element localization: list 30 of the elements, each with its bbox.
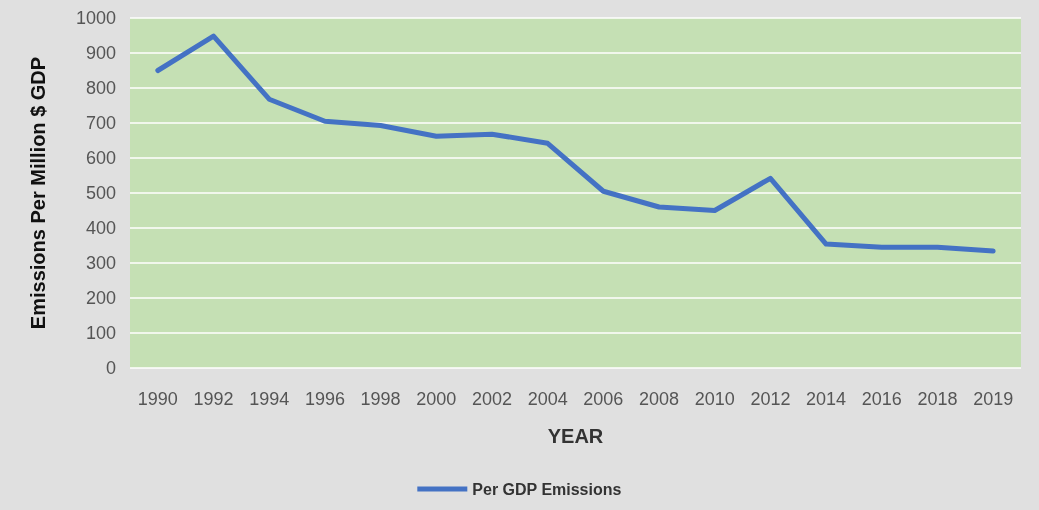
y-tick-label: 500 [85, 183, 116, 203]
x-tick-label: 1996 [304, 389, 345, 409]
x-tick-label: 2010 [694, 389, 735, 409]
legend-label: Per GDP Emissions [472, 480, 622, 498]
x-tick-label: 1998 [360, 389, 401, 409]
y-tick-label: 0 [105, 358, 116, 378]
y-tick-label: 800 [85, 78, 116, 98]
y-tick-label: 900 [85, 43, 116, 63]
y-axis-title: Emissions Per Million $ GDP [27, 56, 49, 330]
y-tick-label: 100 [85, 323, 116, 343]
y-tick-label: 300 [85, 253, 116, 273]
y-tick-label: 200 [85, 288, 116, 308]
x-tick-label: 2004 [527, 389, 568, 409]
x-tick-label: 2018 [917, 389, 958, 409]
y-tick-label: 400 [85, 218, 116, 238]
y-tick-label: 1000 [75, 8, 116, 28]
x-tick-label: 2008 [639, 389, 680, 409]
y-tick-label: 700 [85, 113, 116, 133]
x-tick-label: 2016 [861, 389, 902, 409]
x-axis-title: YEAR [547, 425, 604, 447]
x-tick-label: 1990 [137, 389, 178, 409]
y-tick-label: 600 [85, 148, 116, 168]
x-tick-label: 2012 [750, 389, 791, 409]
x-tick-label: 2019 [973, 389, 1014, 409]
x-tick-label: 2002 [471, 389, 512, 409]
x-tick-label: 2000 [416, 389, 457, 409]
x-tick-label: 2006 [583, 389, 624, 409]
x-tick-label: 1992 [193, 389, 234, 409]
x-tick-label: 1994 [249, 389, 290, 409]
x-tick-label: 2014 [806, 389, 847, 409]
